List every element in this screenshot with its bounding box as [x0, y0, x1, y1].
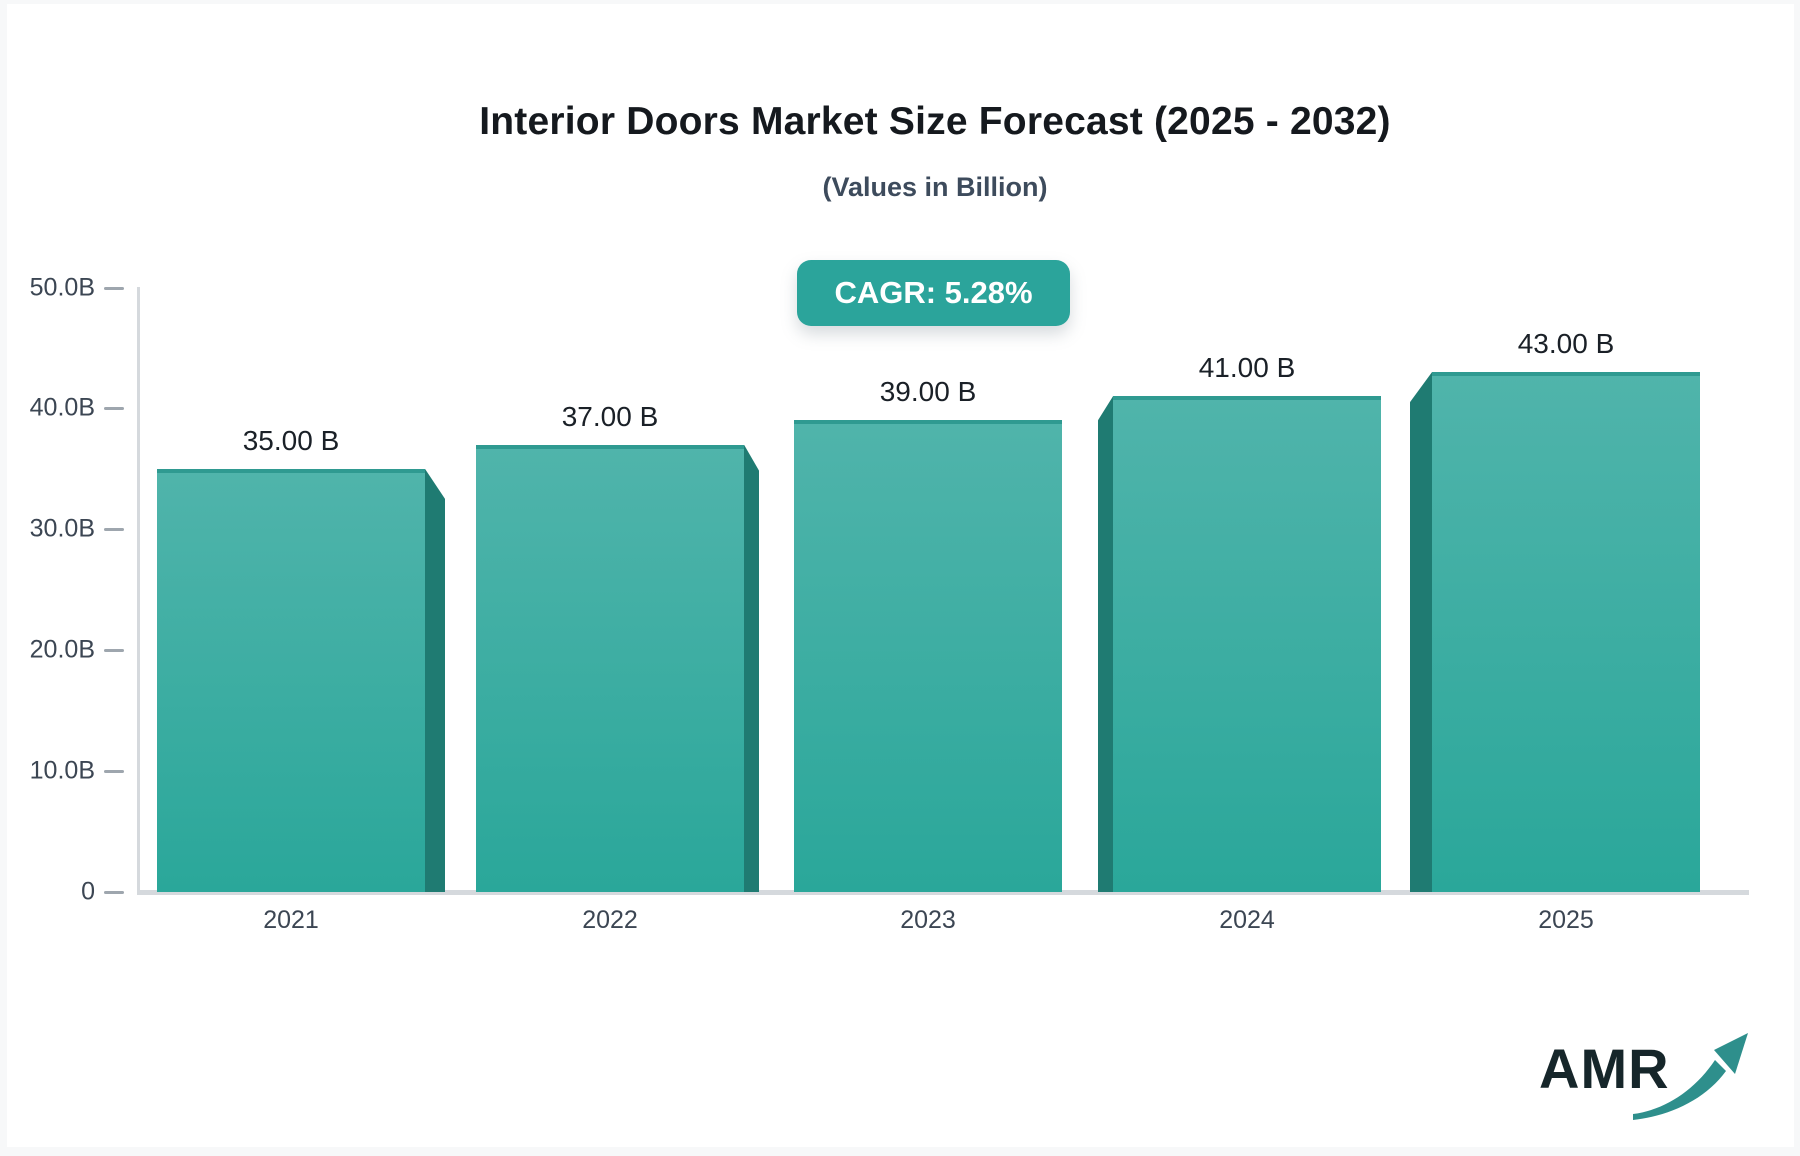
bar-2022 — [476, 444, 744, 892]
cagr-badge: CAGR: 5.28% — [797, 260, 1070, 326]
y-tick-mark — [104, 770, 124, 774]
growth-arrow-icon — [1633, 1033, 1748, 1120]
x-axis-label: 2022 — [582, 906, 638, 934]
y-tick-mark — [104, 407, 124, 411]
bar-3d-side — [425, 468, 445, 892]
chart-title: Interior Doors Market Size Forecast (202… — [479, 100, 1391, 143]
y-tick-label: 10.0B — [29, 756, 95, 785]
chart-card: Interior Doors Market Size Forecast (202… — [7, 4, 1794, 1147]
bar-3d-side — [744, 444, 759, 892]
y-tick-label: 50.0B — [29, 273, 95, 301]
y-tick-label: 40.0B — [29, 393, 95, 422]
x-axis-line — [137, 890, 1749, 895]
amr-logo-text: AMR — [1539, 1037, 1670, 1100]
y-tick-mark — [104, 528, 124, 532]
y-tick-mark — [104, 286, 124, 290]
chart-subtitle: (Values in Billion) — [822, 172, 1048, 202]
bar-3d-side — [1098, 396, 1113, 892]
bar-value-label: 37.00 B — [561, 400, 659, 432]
y-tick-label: 20.0B — [29, 635, 95, 664]
bar-2023 — [794, 420, 1062, 892]
x-axis-label: 2021 — [263, 906, 319, 934]
bar-value-label: 35.00 B — [242, 424, 340, 456]
plot-area: 0 10.0B 20.0B 30.0B 40.0B 50.0B 35.00 B 2021 37.… — [7, 4, 1800, 1156]
bar-2025 — [1432, 372, 1700, 892]
bar-2024 — [1113, 396, 1381, 892]
bar-3d-side — [1410, 372, 1432, 892]
x-axis-label: 2025 — [1538, 906, 1594, 934]
y-tick-label: 0 — [81, 877, 95, 906]
bar-value-label: 41.00 B — [1198, 352, 1296, 384]
y-tick-label: 30.0B — [29, 514, 95, 543]
x-axis-label: 2023 — [900, 906, 956, 934]
bar-value-label: 43.00 B — [1517, 328, 1615, 360]
y-tick-mark — [104, 649, 124, 653]
amr-logo: AMR — [1539, 1033, 1748, 1120]
y-tick-mark — [104, 891, 124, 894]
x-axis-label: 2024 — [1219, 906, 1275, 934]
bar-value-label: 39.00 B — [879, 376, 977, 408]
y-axis-line — [137, 287, 140, 895]
bar-2021 — [157, 468, 425, 892]
